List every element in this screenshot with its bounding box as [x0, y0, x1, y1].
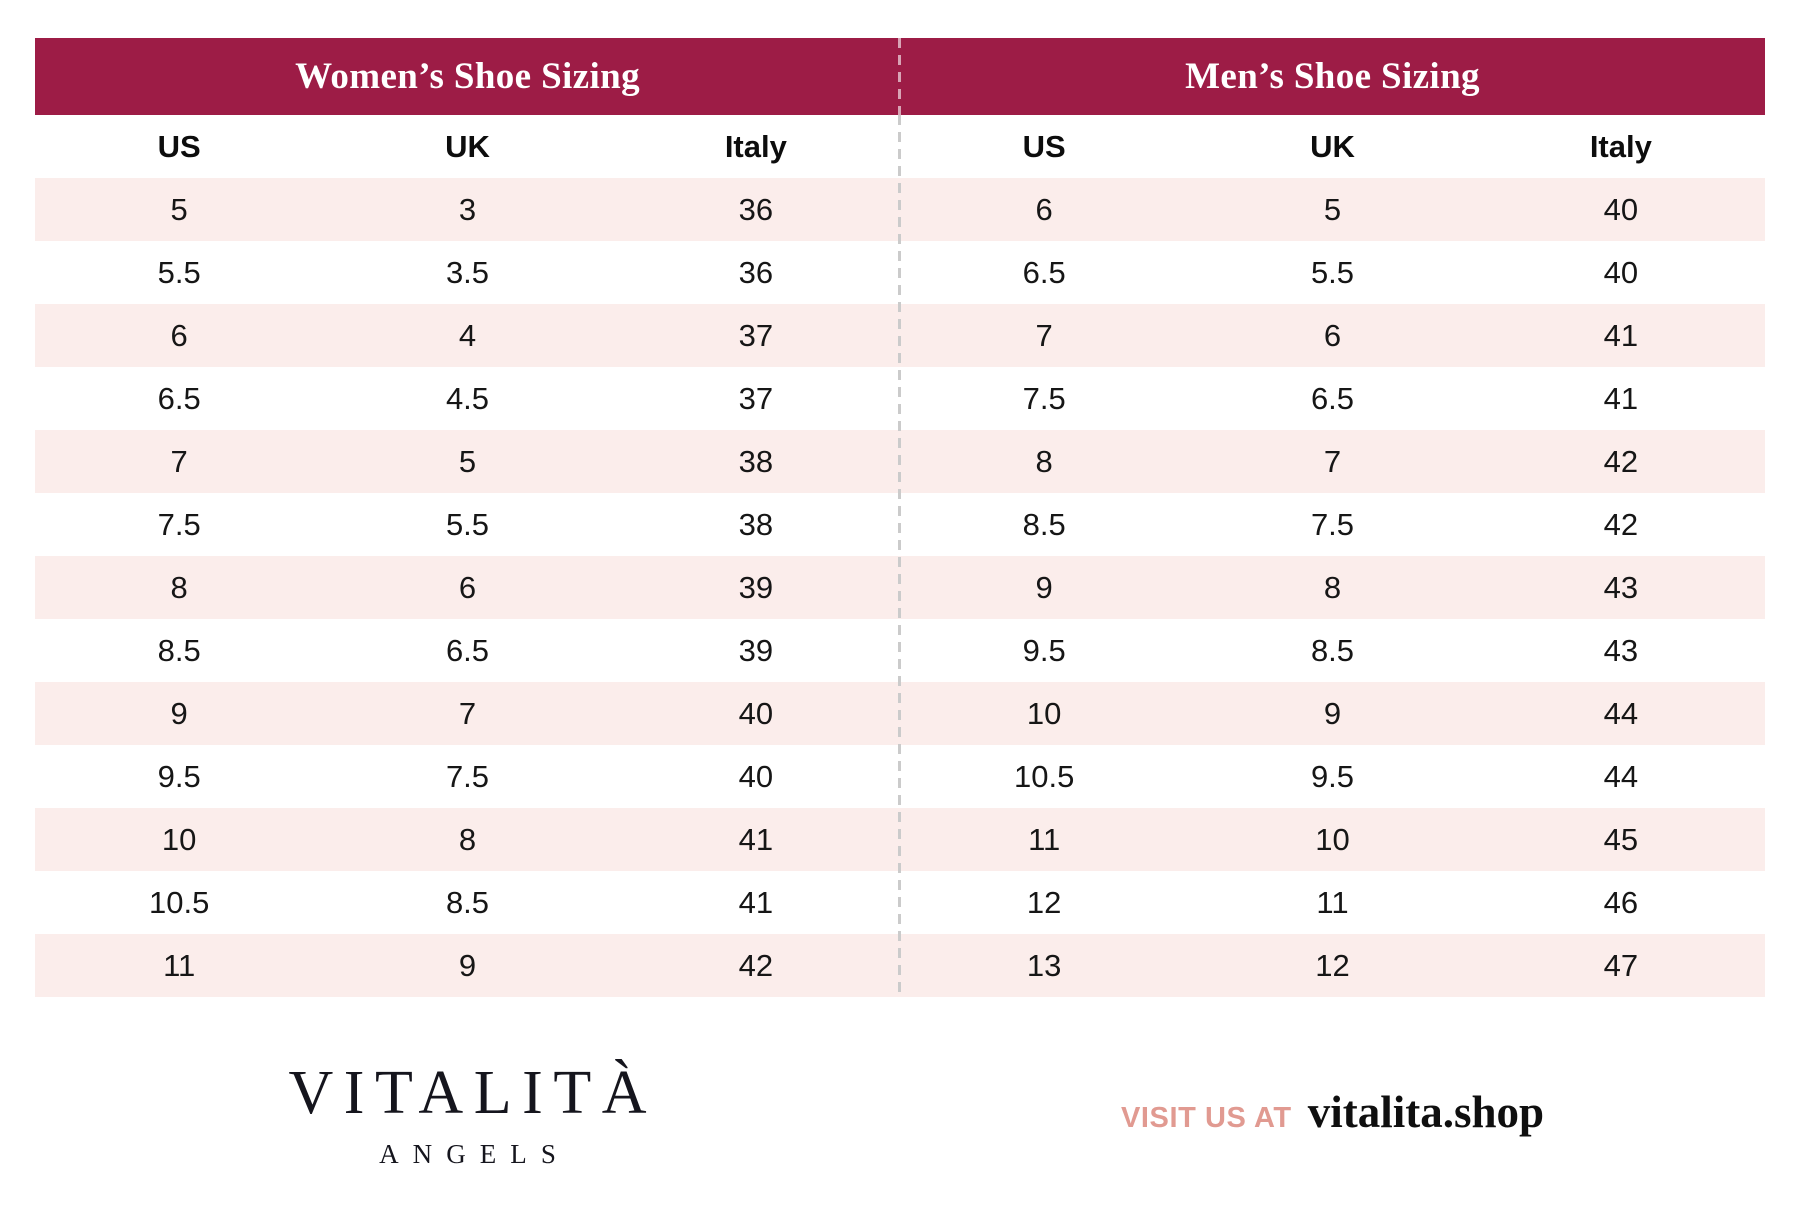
size-cell: 5: [170, 191, 188, 227]
brand-logo: VITALITÀ ANGELS: [35, 1058, 900, 1170]
visit-us-line: VISIT US AT vitalita.shop: [900, 1086, 1765, 1138]
size-cell: 9.5: [1310, 758, 1355, 794]
size-cell: 37: [738, 317, 774, 353]
womens-col-italy: Italy: [724, 128, 787, 164]
size-cell: 11: [1028, 821, 1061, 857]
size-cell: 8.5: [1022, 506, 1066, 542]
size-cell: 46: [1603, 884, 1639, 920]
size-cell: 38: [738, 443, 774, 479]
size-cell: 6: [170, 317, 188, 353]
size-cell: 42: [1603, 443, 1639, 479]
size-cell: 40: [1603, 254, 1639, 290]
size-cell: 5.5: [445, 506, 490, 542]
size-cell: 4: [458, 317, 477, 353]
size-cell: 47: [1603, 947, 1639, 983]
size-cell: 40: [1603, 191, 1639, 227]
size-cell: 9: [458, 947, 477, 983]
mens-col-uk: UK: [1310, 128, 1355, 164]
size-cell: 43: [1603, 569, 1639, 605]
size-cell: 8: [1323, 569, 1342, 605]
size-cell: 36: [738, 191, 774, 227]
center-divider-body-segment: [898, 115, 901, 997]
size-cell: 39: [738, 632, 774, 668]
visit-us-label: VISIT US AT: [1120, 1102, 1292, 1134]
size-cell: 7: [170, 443, 188, 479]
size-cell: 11: [1316, 884, 1349, 920]
size-cell: 8: [1035, 443, 1053, 479]
mens-section-title: Men’s Shoe Sizing: [1185, 56, 1480, 97]
mens-col-italy: Italy: [1589, 128, 1652, 164]
womens-col-uk: UK: [445, 128, 490, 164]
size-cell: 7.5: [1310, 506, 1355, 542]
size-cell: 6: [1323, 317, 1342, 353]
size-cell: 10: [1026, 695, 1062, 731]
size-cell: 3: [458, 191, 477, 227]
size-cell: 44: [1603, 695, 1639, 731]
size-cell: 8.5: [157, 632, 201, 668]
size-cell: 7: [1323, 443, 1342, 479]
size-cell: 6: [458, 569, 477, 605]
size-cell: 10: [161, 821, 197, 857]
size-cell: 9.5: [1022, 632, 1066, 668]
size-cell: 6.5: [157, 380, 201, 416]
size-cell: 9: [170, 695, 188, 731]
size-cell: 9: [1323, 695, 1342, 731]
size-cell: 41: [738, 884, 774, 920]
size-cell: 41: [1603, 317, 1639, 353]
size-cell: 40: [738, 695, 774, 731]
size-cell: 9: [1035, 569, 1053, 605]
size-cell: 8.5: [1310, 632, 1355, 668]
size-cell: 3.5: [445, 254, 490, 290]
brand-subtitle: ANGELS: [379, 1139, 570, 1169]
size-cell: 7.5: [1022, 380, 1066, 416]
size-cell: 4.5: [445, 380, 490, 416]
size-cell: 8: [458, 821, 477, 857]
size-cell: 12: [1315, 947, 1350, 983]
size-cell: 9.5: [157, 758, 201, 794]
size-cell: 6.5: [1310, 380, 1355, 416]
shop-url: vitalita.shop: [1307, 1087, 1545, 1137]
size-cell: 7.5: [157, 506, 201, 542]
size-cell: 12: [1026, 884, 1062, 920]
size-cell: 8: [170, 569, 188, 605]
womens-section-title: Women’s Shoe Sizing: [295, 56, 640, 97]
size-cell: 7: [1035, 317, 1053, 353]
shoe-size-chart: Women’s Shoe Sizing Men’s Shoe Sizing US…: [35, 38, 1765, 997]
center-divider-header-segment: [898, 38, 901, 115]
size-cell: 7: [458, 695, 477, 731]
size-cell: 5: [1323, 191, 1342, 227]
size-cell: 6.5: [1022, 254, 1066, 290]
size-cell: 42: [738, 947, 774, 983]
size-cell: 43: [1603, 632, 1639, 668]
size-cell: 41: [738, 821, 774, 857]
size-cell: 10.5: [148, 884, 210, 920]
brand-name: VITALITÀ: [288, 1059, 658, 1127]
size-cell: 42: [1603, 506, 1639, 542]
size-cell: 10.5: [1013, 758, 1075, 794]
size-cell: 10: [1315, 821, 1350, 857]
size-cell: 41: [1603, 380, 1639, 416]
size-cell: 6: [1035, 191, 1053, 227]
size-cell: 8.5: [445, 884, 490, 920]
size-cell: 5.5: [157, 254, 201, 290]
size-cell: 40: [738, 758, 774, 794]
size-cell: 13: [1026, 947, 1062, 983]
size-cell: 5: [458, 443, 477, 479]
size-cell: 37: [738, 380, 774, 416]
size-cell: 7.5: [445, 758, 490, 794]
size-cell: 38: [738, 506, 774, 542]
size-cell: 44: [1603, 758, 1639, 794]
size-cell: 36: [738, 254, 774, 290]
size-cell: 39: [738, 569, 774, 605]
size-cell: 45: [1603, 821, 1639, 857]
size-cell: 5.5: [1310, 254, 1355, 290]
womens-col-us: US: [157, 128, 201, 164]
mens-col-us: US: [1022, 128, 1066, 164]
size-cell: 6.5: [445, 632, 490, 668]
size-cell: 11: [163, 947, 196, 983]
